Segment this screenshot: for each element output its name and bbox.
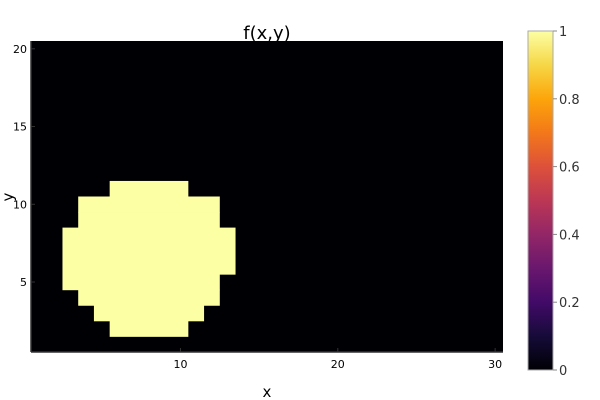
y-tick-label: 15 — [13, 121, 27, 134]
heatmap-cell-row — [78, 212, 220, 228]
colorbar-ticks: 0 0.2 0.4 0.6 0.8 1 — [553, 25, 580, 379]
colorbar: 0 0.2 0.4 0.6 0.8 1 — [527, 25, 580, 379]
heatmap-cell-row — [109, 180, 189, 197]
colorbar-gradient — [527, 30, 554, 371]
y-tick-label: 10 — [13, 198, 27, 211]
y-tick-label: 5 — [20, 276, 27, 289]
x-axis-label: x — [263, 383, 272, 400]
colorbar-tick-label: 0 — [559, 364, 567, 379]
colorbar-tick-label: 0.8 — [559, 93, 580, 108]
heatmap-cell-row — [109, 320, 189, 337]
colorbar-tick-label: 0.6 — [559, 161, 580, 176]
heatmap-cells — [62, 180, 236, 337]
chart-title: f(x,y) — [243, 23, 290, 44]
heatmap-cell-row — [62, 258, 236, 275]
x-tick-label: 20 — [331, 358, 345, 371]
heatmap-cell-row — [62, 274, 220, 291]
heatmap-cell-row — [78, 196, 220, 213]
x-ticks: 10 20 30 — [173, 348, 502, 371]
heatmap-cell-row — [62, 227, 236, 244]
y-ticks: 5 10 15 20 — [13, 43, 35, 289]
x-tick-label: 10 — [173, 358, 187, 371]
colorbar-tick-label: 1 — [559, 25, 567, 40]
heatmap-cell-row — [93, 305, 205, 322]
heatmap-cell-row — [62, 243, 236, 260]
x-tick-label: 30 — [488, 358, 502, 371]
heatmap-cell-row — [78, 289, 220, 306]
y-tick-label: 20 — [13, 43, 27, 56]
y-axis-label: y — [0, 192, 17, 201]
plot-area: 10 20 30 5 10 15 20 — [13, 41, 503, 371]
colorbar-tick-label: 0.4 — [559, 228, 580, 243]
colorbar-tick-label: 0.2 — [559, 296, 580, 311]
